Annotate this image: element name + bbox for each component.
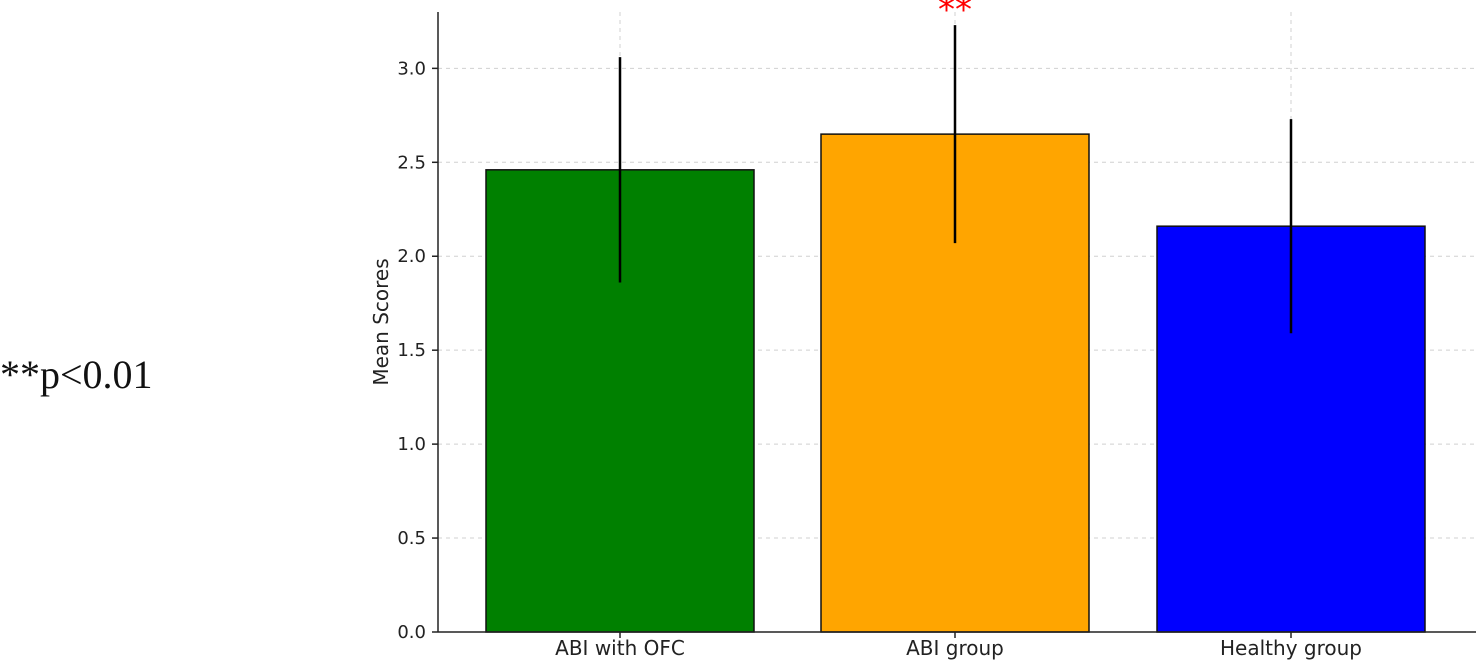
- y-tick-label: 0.5: [397, 528, 426, 549]
- x-tick-label: ABI with OFC: [555, 636, 685, 660]
- y-tick-label: 0.0: [397, 622, 426, 643]
- significance-markers: **: [938, 0, 972, 30]
- y-ticks: 0.0 0.5 1.0 1.5 2.0 2.5 3.0: [397, 58, 438, 643]
- y-tick-label: 1.0: [397, 434, 426, 455]
- x-tick-label: Healthy group: [1220, 636, 1362, 660]
- y-tick-label: 3.0: [397, 58, 426, 79]
- axes: [437, 12, 1476, 633]
- y-tick-label: 1.5: [397, 340, 426, 361]
- x-tick-label: ABI group: [906, 636, 1004, 660]
- x-ticks: ABI with OFC ABI group Healthy group: [555, 632, 1362, 660]
- significance-note: **p<0.01: [0, 352, 153, 397]
- y-tick-label: 2.0: [397, 246, 426, 267]
- y-tick-label: 2.5: [397, 152, 426, 173]
- y-axis-label: Mean Scores: [369, 258, 393, 385]
- error-bars: [618, 25, 1293, 334]
- significance-marker: **: [938, 0, 972, 30]
